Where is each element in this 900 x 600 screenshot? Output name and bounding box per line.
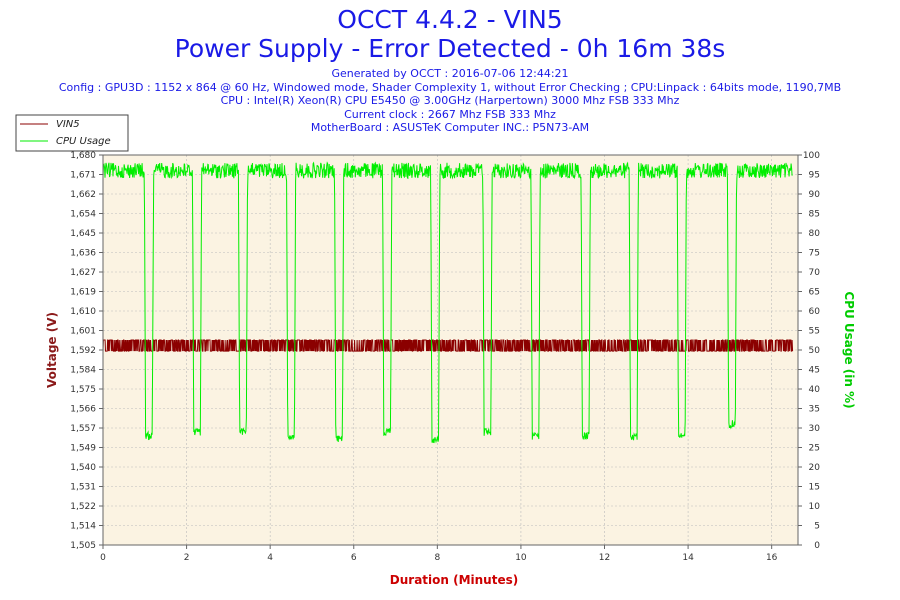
x-tick-label: 6 <box>351 553 357 563</box>
y-right-tick-label: 10 <box>809 502 821 512</box>
y-right-tick-label: 40 <box>809 385 821 395</box>
y-right-tick-label: 25 <box>809 444 820 454</box>
chart-title: OCCT 4.4.2 - VIN5 <box>337 5 563 34</box>
y-left-tick-label: 1,531 <box>70 483 96 493</box>
y-left-tick-label: 1,680 <box>70 151 96 161</box>
chart-subtitle: Power Supply - Error Detected - 0h 16m 3… <box>174 34 726 63</box>
y-left-tick-label: 1,549 <box>70 444 96 454</box>
y-left-tick-label: 1,654 <box>70 210 96 220</box>
y-left-tick-label: 1,627 <box>70 268 96 278</box>
x-tick-label: 4 <box>267 553 273 563</box>
motherboard-info: MotherBoard : ASUSTeK Computer INC.: P5N… <box>310 121 590 134</box>
y-right-tick-label: 50 <box>809 346 821 356</box>
x-axis-title: Duration (Minutes) <box>390 573 518 587</box>
y-left-tick-label: 1,601 <box>70 327 96 337</box>
y-left-tick-label: 1,636 <box>70 249 96 259</box>
y-left-tick-label: 1,619 <box>70 288 96 298</box>
y-right-tick-label: 35 <box>809 405 820 415</box>
x-tick-label: 2 <box>184 553 190 563</box>
chart-header: OCCT 4.4.2 - VIN5 Power Supply - Error D… <box>0 0 900 135</box>
y-right-axis-ticks: 0 5 10 15 20 25 30 35 40 45 50 55 60 65 70 75 80 85 90 95 10… <box>798 151 820 551</box>
y-right-tick-label: 5 <box>814 522 820 532</box>
x-axis-ticks: 0 2 4 6 8 10 12 14 16 <box>100 545 778 563</box>
y-left-tick-label: 1,566 <box>70 405 96 415</box>
config-info: Config : GPU3D : 1152 x 864 @ 60 Hz, Win… <box>58 80 842 94</box>
y-right-tick-label: 80 <box>809 229 821 239</box>
y-right-tick-label: 75 <box>809 249 820 259</box>
y-right-tick-label: 95 <box>809 171 820 181</box>
y-left-tick-label: 1,557 <box>70 424 96 434</box>
y-right-tick-label: 65 <box>809 288 820 298</box>
series-cpu-usage <box>102 161 793 444</box>
y-left-tick-label: 1,505 <box>70 541 96 551</box>
y-right-tick-label: 30 <box>809 424 821 434</box>
y-left-tick-label: 1,645 <box>70 229 96 239</box>
y-right-tick-label: 100 <box>803 151 820 161</box>
y-left-tick-label: 1,540 <box>70 463 96 473</box>
y-left-axis-title: Voltage (V) <box>45 312 59 388</box>
clock-info: Current clock : 2667 Mhz FSB 333 Mhz <box>344 107 556 121</box>
y-right-axis-title: CPU Usage (in %) <box>842 291 856 408</box>
y-right-tick-label: 55 <box>809 327 820 337</box>
x-tick-label: 14 <box>682 553 694 563</box>
y-left-tick-label: 1,610 <box>70 307 96 317</box>
x-tick-label: 12 <box>599 553 610 563</box>
x-tick-label: 10 <box>515 553 527 563</box>
y-right-tick-label: 60 <box>809 307 821 317</box>
y-right-tick-label: 70 <box>809 268 821 278</box>
y-right-tick-label: 90 <box>809 190 821 200</box>
y-left-tick-label: 1,671 <box>70 171 96 181</box>
y-right-tick-label: 85 <box>809 210 820 220</box>
y-right-tick-label: 15 <box>809 483 820 493</box>
y-left-tick-label: 1,575 <box>70 385 96 395</box>
legend-label-cpu-usage: CPU Usage <box>56 136 111 147</box>
x-tick-label: 0 <box>100 553 106 563</box>
y-left-tick-label: 1,514 <box>70 522 96 532</box>
y-right-tick-label: 0 <box>814 541 820 551</box>
x-tick-label: 16 <box>766 553 778 563</box>
y-left-axis-ticks: 1,505 1,514 1,522 1,531 1,540 1,549 1,557 1,566… <box>70 151 103 551</box>
y-right-tick-label: 20 <box>809 463 821 473</box>
x-tick-label: 8 <box>434 553 440 563</box>
legend-box <box>15 114 129 152</box>
y-right-tick-label: 45 <box>809 366 820 376</box>
y-left-tick-label: 1,584 <box>70 366 96 376</box>
cpu-info: CPU : Intel(R) Xeon(R) CPU E5450 @ 3.00G… <box>220 94 680 107</box>
legend-label-vin5: VIN5 <box>56 119 80 130</box>
y-left-tick-label: 1,662 <box>70 190 96 200</box>
y-left-tick-label: 1,522 <box>70 502 96 512</box>
legend: VIN5 CPU Usage <box>15 114 129 152</box>
series-layer <box>102 161 794 444</box>
grid-lines <box>103 155 798 545</box>
y-left-tick-label: 1,592 <box>70 346 96 356</box>
generated-info: Generated by OCCT : 2016-07-06 12:44:21 <box>331 67 569 80</box>
